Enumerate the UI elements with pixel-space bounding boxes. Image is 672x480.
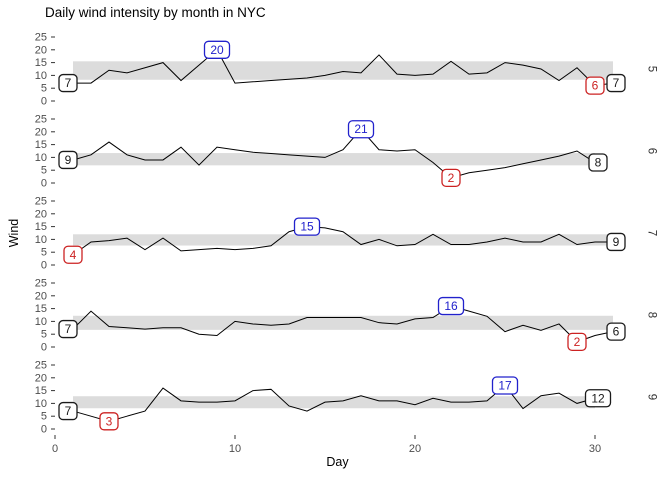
last-value-label-box [606,322,626,341]
y-tick-label: 25 [35,114,47,126]
y-tick-label: 5 [41,247,47,259]
facet-strip-label: 8 [646,312,658,318]
y-tick-label: 15 [35,221,47,233]
y-tick-label: 0 [41,424,47,436]
y-tick-label: 15 [35,139,47,151]
facet-strip-label: 7 [646,230,658,236]
min-value-label: 4 [70,248,77,262]
y-tick-label: 20 [35,126,47,138]
y-tick-label: 5 [41,83,47,95]
y-tick-label: 10 [35,152,47,164]
min-value-label: 2 [448,171,455,185]
max-value-label-box [437,296,465,316]
min-value-label: 3 [106,414,113,428]
first-value-label: 7 [65,404,72,418]
max-value-label-box [203,40,231,59]
max-value-label-box [347,120,375,139]
y-tick-label: 15 [35,303,47,315]
reference-band [73,234,613,246]
min-value-label: 6 [592,79,599,93]
last-value-label-box [588,153,608,172]
wind-line-month-8 [72,305,614,343]
y-tick-label: 0 [41,96,47,108]
min-value-label-box [567,332,587,352]
y-tick-label: 5 [41,165,47,177]
x-tick-label: 0 [52,443,58,455]
last-value-label: 6 [613,325,620,339]
max-value-label-box [293,217,321,236]
y-tick-label: 10 [35,70,47,82]
last-value-label-box [606,232,626,252]
last-value-label: 9 [613,235,620,249]
y-tick-label: 0 [41,260,47,272]
facet-strip-label: 6 [646,148,658,154]
wind-line-month-5 [73,49,614,87]
x-tick-label: 10 [229,443,241,455]
min-value-label-box [63,245,83,264]
first-value-label-box [58,319,78,339]
y-axis-title: Wind [7,218,21,248]
max-value-label: 21 [354,122,368,136]
wind-line-month-6 [72,128,596,179]
y-tick-label: 0 [41,342,47,354]
y-tick-label: 15 [35,57,47,69]
last-value-label: 12 [591,391,605,405]
min-value-label-box [585,76,605,95]
facet-strip-label: 9 [646,394,658,400]
max-value-label-box [491,376,519,395]
first-value-label-box [58,150,78,170]
wind-line-month-7 [72,226,613,256]
first-value-label-box [58,401,78,421]
y-tick-label: 25 [35,196,47,208]
y-tick-label: 15 [35,385,47,397]
last-value-label-box [584,389,612,408]
reference-band [73,315,613,330]
y-tick-label: 10 [35,398,47,410]
first-value-label: 7 [65,76,72,90]
reference-band [73,61,613,80]
x-tick-label: 20 [409,443,421,455]
y-tick-label: 10 [35,234,47,246]
y-tick-label: 5 [41,329,47,341]
y-tick-label: 20 [35,372,47,384]
y-tick-label: 25 [35,278,47,290]
facet-strip-label: 5 [646,66,658,72]
first-value-label: 7 [65,322,72,336]
first-value-label: 9 [65,153,72,167]
last-value-label: 8 [595,156,602,170]
x-tick-label: 30 [589,443,601,455]
reference-band [73,153,595,166]
last-value-label: 7 [613,76,620,90]
reference-band [73,396,595,409]
y-tick-label: 25 [35,32,47,44]
y-tick-label: 10 [35,316,47,328]
max-value-label: 15 [300,220,314,234]
y-tick-label: 5 [41,411,47,423]
max-value-label: 20 [210,43,224,57]
max-value-label: 17 [498,378,512,392]
max-value-label: 16 [444,299,458,313]
last-value-label-box [606,73,626,93]
y-tick-label: 20 [35,290,47,302]
min-value-label-box [99,412,119,431]
first-value-label-box [58,73,78,93]
min-value-label-box [441,168,461,188]
x-axis-title: Day [326,455,349,469]
y-tick-label: 0 [41,178,47,190]
min-value-label: 2 [574,335,581,349]
chart-title: Daily wind intensity by month in NYC [45,5,266,20]
y-tick-label: 25 [35,360,47,372]
y-tick-label: 20 [35,44,47,56]
y-tick-label: 20 [35,208,47,220]
